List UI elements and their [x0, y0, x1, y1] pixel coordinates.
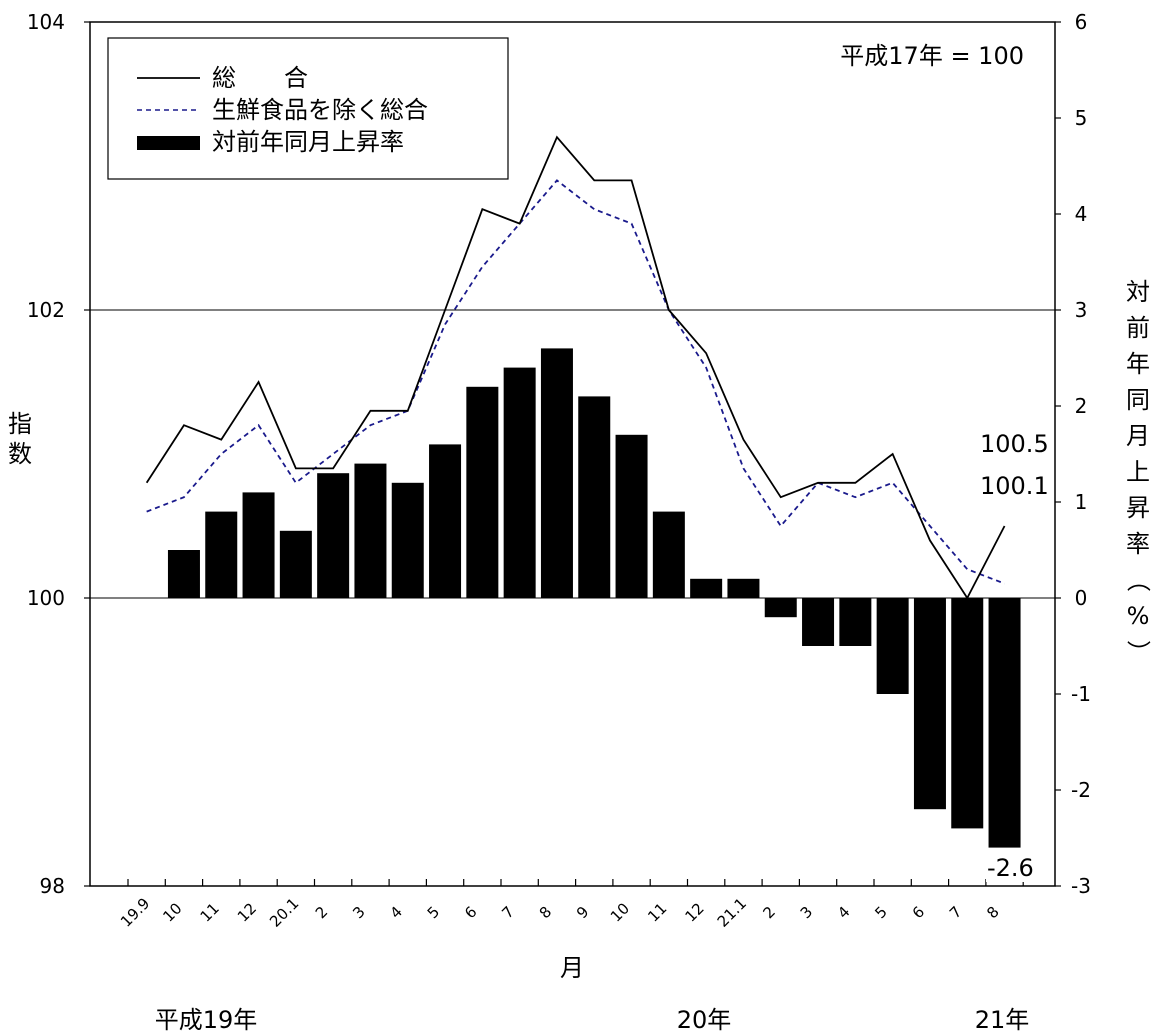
right-axis-title-char: 対: [1126, 278, 1150, 306]
rate-bar: [242, 492, 275, 598]
right-axis: -3 -2 -1 0 1 2 3 4 5 6: [1055, 10, 1091, 898]
x-tick-label: 12: [234, 899, 260, 925]
base-note: 平成17年 = 100: [840, 42, 1024, 70]
rate-bar: [466, 386, 499, 598]
right-axis-title-char: 前: [1126, 314, 1150, 342]
rate-bar: [615, 434, 648, 598]
rate-bar: [391, 482, 424, 598]
right-tick-label: -3: [1071, 874, 1091, 898]
right-axis-title-char: 同: [1126, 386, 1150, 414]
rate-bar: [839, 598, 872, 646]
annotation-bg: [986, 852, 1046, 882]
rate-bar: [205, 511, 238, 598]
rate-bar: [279, 530, 312, 598]
rate-bar: [652, 511, 685, 598]
x-tick-label: 11: [644, 899, 670, 925]
line-series: [145, 135, 1006, 600]
right-tick-label: -1: [1071, 682, 1091, 706]
x-tick-label: 4: [834, 903, 853, 922]
rate-bar: [988, 598, 1021, 848]
right-axis-title-char: ）: [1124, 640, 1152, 664]
rate-bar: [540, 348, 573, 598]
right-axis-title-char: %: [1127, 602, 1150, 630]
rate-bar: [429, 444, 462, 598]
legend-box: [107, 37, 509, 180]
left-tick-label: 104: [27, 10, 65, 34]
right-tick-label: 3: [1075, 298, 1088, 322]
x-tick-label: 3: [349, 903, 368, 922]
right-tick-label: 5: [1075, 106, 1088, 130]
x-tick-label: 6: [909, 903, 928, 922]
left-axis-title: 指数: [8, 410, 32, 468]
right-tick-label: 6: [1075, 10, 1088, 34]
right-tick-label: 4: [1075, 202, 1088, 226]
left-tick-label: 98: [40, 874, 65, 898]
x-tick-label: 4: [386, 903, 405, 922]
x-tick-label: 5: [871, 903, 890, 922]
rate-bar: [951, 598, 984, 829]
rate-bar: [317, 473, 350, 598]
right-axis-title-char: （: [1124, 568, 1152, 592]
right-axis-title-char: 上: [1126, 458, 1150, 486]
rate-bar: [913, 598, 946, 810]
rate-bar: [503, 367, 536, 598]
x-tick-label: 12: [681, 899, 707, 925]
x-axis-title: 月: [560, 954, 584, 982]
x-tick-label: 3: [797, 903, 816, 922]
x-tick-label: 21.1: [714, 894, 750, 930]
x-tick-label: 20.1: [266, 894, 302, 930]
right-tick-label: 1: [1075, 490, 1088, 514]
x-tick-label: 5: [424, 903, 443, 922]
bar-series: [167, 348, 1021, 848]
rate-bar: [354, 463, 387, 598]
left-axis: 98 100 102 104: [27, 10, 90, 898]
legend-label-rate: 対前年同月上昇率: [212, 128, 404, 156]
x-tick-label: 11: [197, 899, 223, 925]
left-tick-label: 100: [27, 586, 65, 610]
year-label-20: 20年: [677, 1006, 732, 1034]
x-tick-label: 9: [573, 903, 592, 922]
annotation-total-last: 100.5: [980, 430, 1049, 458]
rate-bar: [578, 396, 611, 598]
plot-area: [89, 21, 1056, 887]
x-tick-label: 10: [159, 899, 185, 925]
legend-swatch-rate: [137, 136, 200, 150]
right-tick-label: 0: [1075, 586, 1088, 610]
rate-bar: [690, 578, 723, 598]
x-tick-label: 10: [607, 899, 633, 925]
x-tick-label: 2: [312, 903, 331, 922]
x-tick-label: 19.9: [117, 894, 153, 930]
x-tick-label: 7: [946, 903, 965, 922]
right-axis-title-char: 率: [1126, 530, 1150, 558]
rate-bar: [167, 550, 200, 598]
right-axis-title-char: 昇: [1126, 494, 1150, 522]
right-tick-label: 2: [1075, 394, 1088, 418]
rate-bar: [876, 598, 909, 694]
right-tick-label: -2: [1071, 778, 1091, 802]
core-index-line: [146, 179, 1005, 585]
year-label-21: 21年: [975, 1006, 1030, 1034]
legend-label-total: 総 合: [212, 64, 308, 92]
right-axis-title: 対前年同月上昇率 （% ）: [1124, 278, 1152, 664]
right-axis-title-char: 月: [1126, 422, 1150, 450]
year-label-h19: 平成19年: [155, 1006, 258, 1034]
svg-text:指数: 指数: [8, 410, 32, 468]
x-tick-label: 7: [498, 903, 517, 922]
x-tick-label: 8: [983, 903, 1002, 922]
x-tick-label: 6: [461, 903, 480, 922]
legend-label-core: 生鮮食品を除く総合: [212, 96, 428, 124]
left-tick-label: 102: [27, 298, 65, 322]
right-axis-title-char: 年: [1126, 350, 1150, 378]
legend: 総 合 生鮮食品を除く総合 対前年同月上昇率: [107, 37, 509, 180]
rate-bar: [764, 598, 797, 618]
annotation-rate-last: -2.6: [987, 854, 1034, 882]
rate-bar: [802, 598, 835, 646]
rate-bar: [727, 578, 760, 598]
x-tick-label: 8: [536, 903, 555, 922]
x-tick-label: 2: [759, 903, 778, 922]
annotation-core-last: 100.1: [980, 472, 1049, 500]
total-index-line: [145, 135, 1006, 600]
